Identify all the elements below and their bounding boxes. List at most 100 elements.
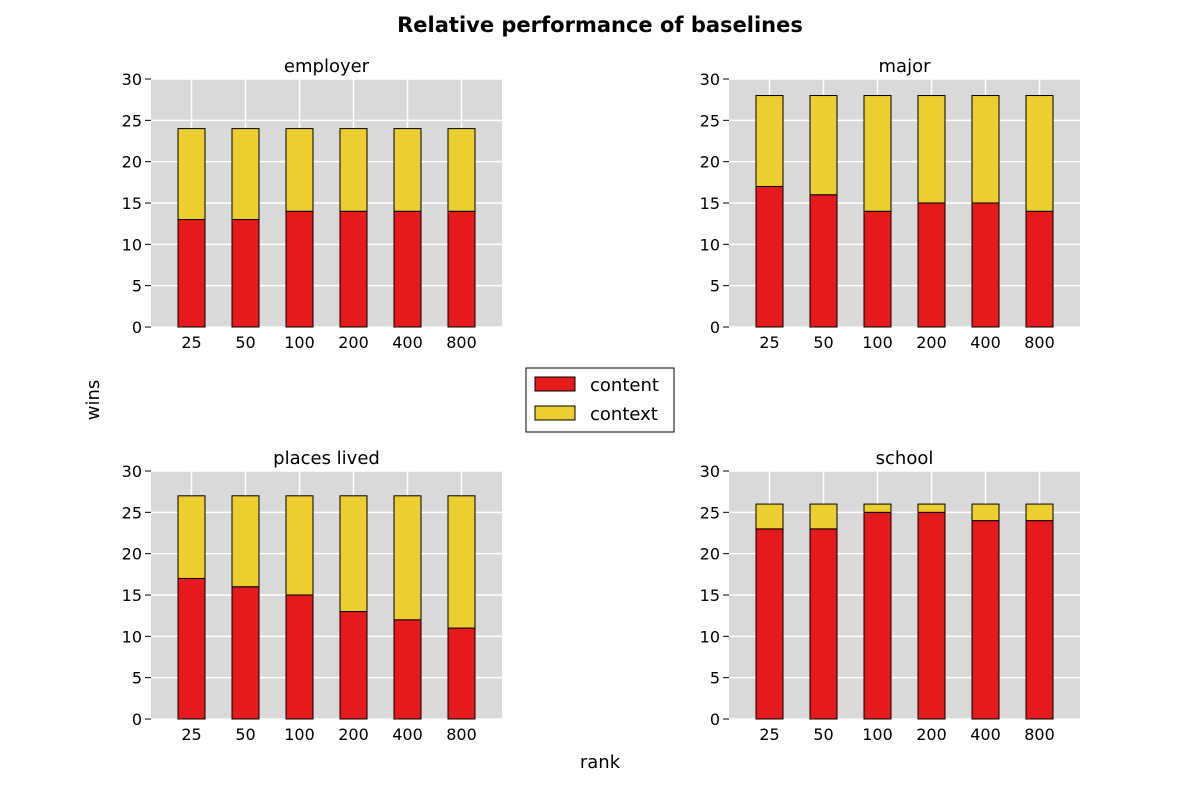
legend: content context bbox=[525, 367, 675, 433]
bar-content-400 bbox=[971, 202, 1000, 328]
x-tick-label: 25 bbox=[759, 333, 779, 352]
y-tick-label: 0 bbox=[710, 318, 720, 337]
bar-content-100 bbox=[285, 594, 314, 720]
legend-swatch-context bbox=[534, 405, 576, 421]
x-tick-label: 50 bbox=[235, 725, 255, 744]
subplot-major: 0 5 10 15 20 25 30 25 50 100 200 400 800 major bbox=[700, 56, 1080, 352]
bar-content-50 bbox=[809, 194, 838, 328]
y-tick-label: 15 bbox=[700, 194, 720, 213]
x-tick-label: 50 bbox=[813, 333, 833, 352]
bar-context-200 bbox=[339, 128, 368, 212]
bar-context-200 bbox=[917, 503, 946, 513]
y-tick-label: 30 bbox=[700, 462, 720, 481]
bar-content-800 bbox=[447, 627, 476, 720]
bar-context-100 bbox=[863, 95, 892, 212]
x-tick-label: 400 bbox=[392, 725, 423, 744]
x-tick-label: 400 bbox=[970, 725, 1001, 744]
bar-content-800 bbox=[447, 210, 476, 328]
legend-label-context: context bbox=[590, 404, 658, 425]
bar-context-100 bbox=[285, 495, 314, 596]
bar-content-400 bbox=[971, 520, 1000, 720]
x-tick-label: 800 bbox=[446, 333, 477, 352]
bar-context-800 bbox=[1025, 95, 1054, 212]
subplot-places-lived: 0 5 10 15 20 25 30 25 50 100 200 400 800 places lived bbox=[122, 448, 502, 744]
bar-content-800 bbox=[1025, 210, 1054, 328]
y-tick-label: 0 bbox=[132, 710, 142, 729]
legend-swatch-content bbox=[534, 376, 576, 392]
y-tick-label: 10 bbox=[700, 235, 720, 254]
bar-context-100 bbox=[285, 128, 314, 212]
bar-content-100 bbox=[863, 210, 892, 328]
x-tick-label: 50 bbox=[813, 725, 833, 744]
subplot-school: 0 5 10 15 20 25 30 25 50 100 200 400 800 school bbox=[700, 448, 1080, 744]
y-tick-label: 20 bbox=[700, 545, 720, 564]
y-tick-label: 5 bbox=[710, 669, 720, 688]
y-tick-label: 20 bbox=[122, 153, 142, 172]
y-tick-label: 0 bbox=[710, 710, 720, 729]
x-tick-label: 25 bbox=[759, 725, 779, 744]
bar-context-400 bbox=[971, 95, 1000, 204]
subplot-title: employer bbox=[284, 56, 370, 77]
bar-content-50 bbox=[231, 219, 260, 328]
y-tick-label: 25 bbox=[122, 111, 142, 130]
y-tick-label: 15 bbox=[700, 586, 720, 605]
y-tick-label: 25 bbox=[122, 503, 142, 522]
bar-context-50 bbox=[231, 495, 260, 588]
y-axis-label: wins bbox=[83, 380, 104, 421]
bar-context-400 bbox=[971, 503, 1000, 522]
bar-content-200 bbox=[339, 611, 368, 720]
x-tick-label: 100 bbox=[284, 333, 315, 352]
bar-content-200 bbox=[339, 210, 368, 328]
bar-context-800 bbox=[447, 495, 476, 629]
x-tick-label: 800 bbox=[1024, 333, 1055, 352]
bar-content-200 bbox=[917, 511, 946, 720]
legend-label-content: content bbox=[590, 375, 659, 396]
x-tick-label: 800 bbox=[446, 725, 477, 744]
bar-content-25 bbox=[177, 577, 206, 720]
x-tick-label: 200 bbox=[916, 333, 947, 352]
subplot-title: major bbox=[879, 56, 932, 77]
bar-content-50 bbox=[231, 586, 260, 720]
bar-content-400 bbox=[393, 210, 422, 328]
x-tick-label: 400 bbox=[970, 333, 1001, 352]
bar-context-200 bbox=[917, 95, 946, 204]
figure-title: Relative performance of baselines bbox=[397, 13, 803, 37]
x-tick-label: 25 bbox=[181, 725, 201, 744]
bar-context-25 bbox=[755, 95, 784, 187]
x-tick-label: 100 bbox=[862, 725, 893, 744]
y-tick-label: 10 bbox=[122, 235, 142, 254]
y-tick-label: 5 bbox=[132, 277, 142, 296]
y-tick-label: 25 bbox=[700, 503, 720, 522]
bar-context-400 bbox=[393, 128, 422, 212]
bar-content-200 bbox=[917, 202, 946, 328]
subplot-employer: 0 5 10 15 20 25 30 25 50 100 200 400 800 employer bbox=[122, 56, 502, 352]
bar-context-100 bbox=[863, 503, 892, 513]
bar-context-200 bbox=[339, 495, 368, 613]
bar-content-50 bbox=[809, 528, 838, 720]
bar-context-800 bbox=[1025, 503, 1054, 522]
bar-context-25 bbox=[177, 495, 206, 579]
y-tick-label: 10 bbox=[122, 627, 142, 646]
y-tick-label: 30 bbox=[122, 462, 142, 481]
y-tick-label: 10 bbox=[700, 627, 720, 646]
x-tick-label: 200 bbox=[338, 725, 369, 744]
bar-content-100 bbox=[863, 511, 892, 720]
bar-context-50 bbox=[231, 128, 260, 221]
bar-context-25 bbox=[177, 128, 206, 221]
bar-content-400 bbox=[393, 619, 422, 720]
y-tick-label: 25 bbox=[700, 111, 720, 130]
x-tick-label: 800 bbox=[1024, 725, 1055, 744]
x-tick-label: 100 bbox=[284, 725, 315, 744]
x-axis-label: rank bbox=[580, 752, 621, 773]
bar-content-25 bbox=[755, 528, 784, 720]
y-tick-label: 5 bbox=[710, 277, 720, 296]
x-tick-label: 50 bbox=[235, 333, 255, 352]
y-tick-label: 30 bbox=[122, 70, 142, 89]
y-tick-label: 5 bbox=[132, 669, 142, 688]
y-tick-label: 20 bbox=[122, 545, 142, 564]
bar-context-25 bbox=[755, 503, 784, 530]
bar-context-50 bbox=[809, 503, 838, 530]
subplot-title: school bbox=[876, 448, 934, 469]
y-tick-label: 15 bbox=[122, 586, 142, 605]
